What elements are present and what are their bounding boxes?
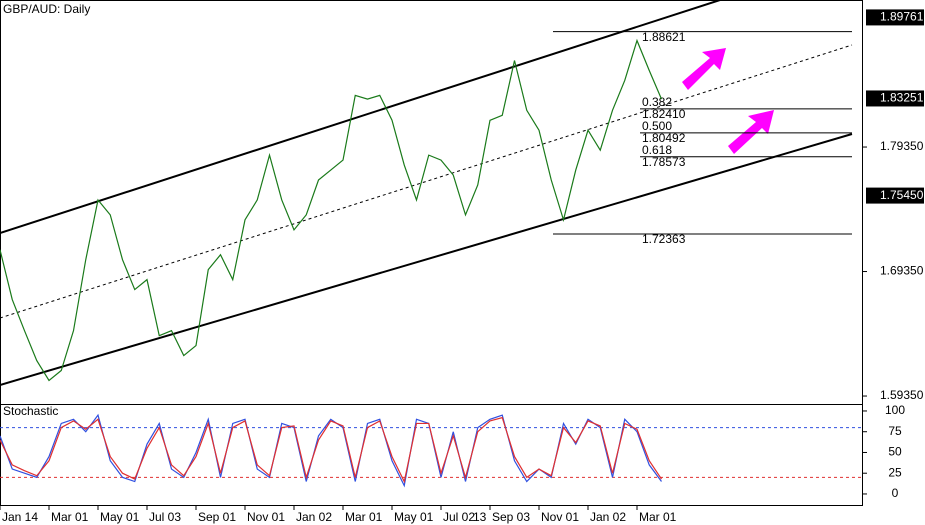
price-tag-label: 1.89761 (880, 10, 924, 24)
y-tick-label: 1.59350 (880, 388, 924, 402)
y-tick-label: 1.69350 (880, 264, 924, 278)
x-tick-label: Mar 01 (51, 510, 89, 524)
price-tag-label: 1.75450 (880, 188, 924, 202)
price-line (0, 416, 662, 484)
x-tick-label: May 01 (100, 510, 140, 524)
title-bg (1, 405, 57, 419)
y-tick-label: 1.79350 (880, 139, 924, 153)
price-line (0, 38, 663, 382)
price-tag (866, 90, 924, 107)
fib-ratio: 0.382 (642, 95, 672, 109)
x-tick-label: Sep 01 (198, 510, 236, 524)
price-tag (866, 9, 924, 26)
x-tick-label: Nov 01 (541, 510, 579, 524)
pane-title: Stochastic (3, 404, 58, 418)
channel-top (0, 0, 721, 234)
fib-price: 1.88621 (642, 30, 686, 44)
price-tag-label: 1.83251 (880, 91, 924, 105)
fib-price: 1.80492 (642, 131, 686, 145)
x-tick-label: Mar 01 (639, 510, 677, 524)
price-line (0, 413, 662, 488)
y-tick-label: 50 (888, 445, 902, 459)
x-tick-label: Jul 03 (149, 510, 181, 524)
fib-price: 1.72363 (642, 232, 686, 246)
x-tick-label: Jan 14 (2, 510, 38, 524)
y-tick-label: 25 (888, 465, 902, 479)
fib-price: 1.82410 (642, 107, 686, 121)
x-tick-label: Mar 01 (345, 510, 383, 524)
x-tick-label: Jul 02 (443, 510, 475, 524)
chart-title: GBP/AUD: Daily (3, 2, 90, 16)
y-tick-label: 100 (885, 403, 905, 417)
y-tick-label: 75 (888, 424, 902, 438)
x-tick-label: Nov 01 (247, 510, 285, 524)
price-tag (866, 187, 924, 204)
main-pane (0, 0, 863, 405)
fib-ratio: 0.500 (642, 119, 672, 133)
title-bg (1, 1, 87, 17)
x-tick-label: Jan 02 (296, 510, 332, 524)
arrow (682, 48, 726, 90)
x-annotation: 13 (473, 510, 487, 524)
stochastic-pane (0, 404, 863, 506)
x-tick-label: May 01 (394, 510, 434, 524)
x-tick-label: Sep 03 (492, 510, 530, 524)
arrow (728, 110, 774, 154)
x-tick-label: Jan 02 (590, 510, 626, 524)
channel-bottom (0, 133, 853, 386)
y-tick-label: 0 (892, 486, 899, 500)
channel-mid (0, 44, 853, 319)
fib-ratio: 0.618 (642, 143, 672, 157)
fib-price: 1.78573 (642, 155, 686, 169)
